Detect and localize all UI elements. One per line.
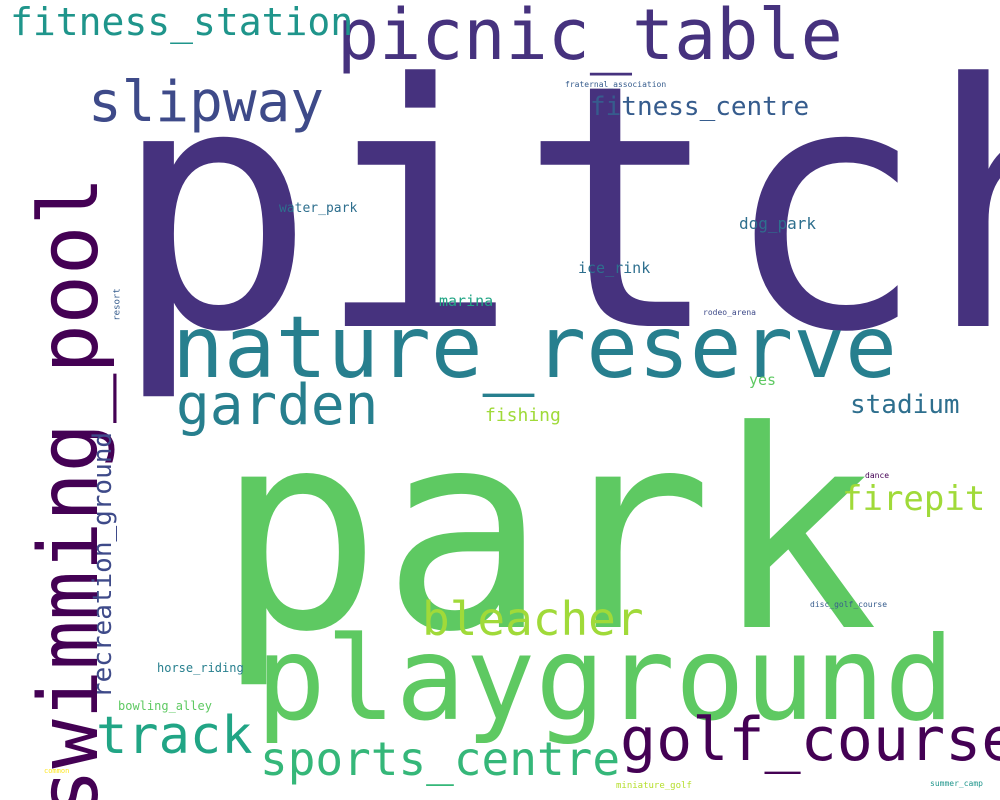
word-ice-rink: ice_rink <box>578 259 651 277</box>
word-stadium: stadium <box>850 390 960 420</box>
word-fraternal-association: fraternal_association <box>565 80 667 89</box>
word-rodeo-arena: rodeo_arena <box>703 308 756 317</box>
word-marina: marina <box>439 292 494 310</box>
word-bleacher: bleacher <box>422 592 644 646</box>
word-summer-camp: summer_camp <box>930 779 983 788</box>
word-golf-course: golf_course <box>620 705 1000 775</box>
word-resort: resort <box>112 288 123 321</box>
word-nature-reserve: nature_reserve <box>172 298 897 398</box>
word-recreation-ground: recreation_ground <box>88 431 118 699</box>
word-firepit: firepit <box>842 479 986 519</box>
word-water-park: water_park <box>279 201 358 216</box>
word-yes: yes <box>749 371 777 389</box>
word-miniature-golf: miniature_golf <box>616 781 692 791</box>
word-slipway: slipway <box>88 70 325 135</box>
word-pitch: pitch <box>112 12 1000 406</box>
word-park: park <box>216 372 879 692</box>
word-fitness-centre: fitness_centre <box>590 92 810 122</box>
word-garden: garden <box>176 373 379 438</box>
word-fishing: fishing <box>485 405 561 426</box>
word-dance: dance <box>865 471 890 480</box>
word-playground: playground <box>256 612 955 747</box>
word-fitness-station: fitness_station <box>10 0 354 44</box>
word-disc-golf-course: disc_golf_course <box>810 600 888 609</box>
word-bowling-alley: bowling_alley <box>118 699 212 713</box>
word-sports-centre: sports_centre <box>260 732 621 786</box>
word-picnic-table: picnic_table <box>337 0 843 76</box>
word-common: common <box>44 767 70 775</box>
word-track: track <box>96 706 253 766</box>
word-horse-riding: horse_riding <box>157 661 244 675</box>
word-dog-park: dog_park <box>739 214 817 233</box>
